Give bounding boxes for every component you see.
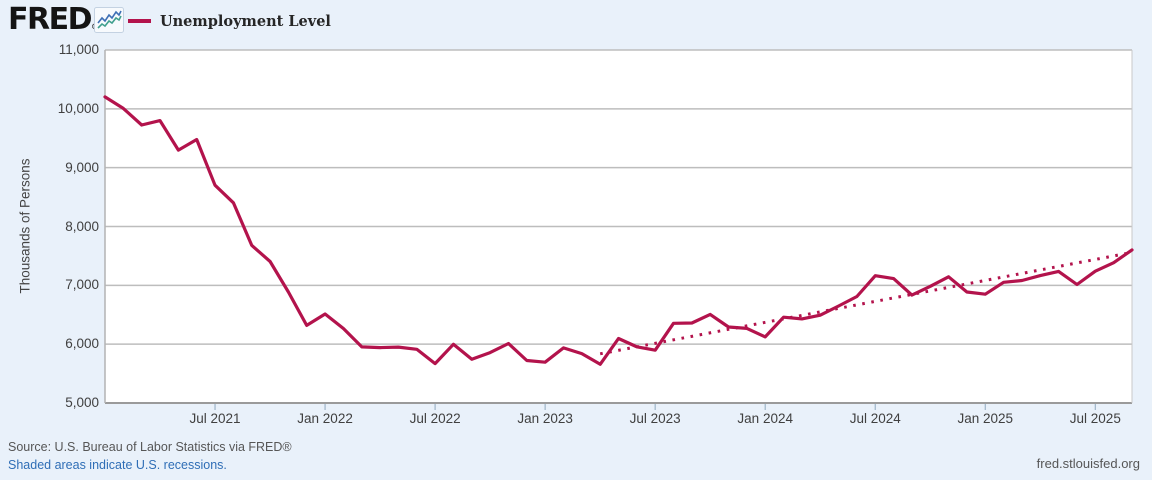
legend-label: Unemployment Level [160, 12, 331, 30]
legend: Unemployment Level [128, 12, 331, 30]
x-tick-label: Jan 2024 [737, 411, 793, 426]
trend-dotted-line [599, 250, 1133, 356]
x-tick-label: Jul 2025 [1069, 411, 1121, 426]
recessions-link[interactable]: Shaded areas indicate U.S. recessions. [8, 457, 227, 472]
site-link[interactable]: fred.stlouisfed.org [1036, 456, 1140, 471]
x-tick-label: Jan 2025 [957, 411, 1014, 426]
fred-logo-text: FRED [8, 2, 93, 37]
y-tick-label: 7,000 [65, 277, 99, 293]
y-tick-label: 6,000 [65, 336, 99, 352]
y-tick-label: 9,000 [65, 159, 99, 175]
x-tick-label: Jul 2021 [189, 411, 241, 426]
y-tick-label: 11,000 [58, 42, 99, 57]
x-tick-label: Jan 2023 [517, 411, 573, 426]
x-tick-label: Jul 2022 [409, 411, 461, 426]
fred-sparkline-icon [94, 7, 124, 33]
y-tick-label: 8,000 [65, 218, 99, 234]
x-tick-label: Jul 2023 [629, 411, 681, 426]
y-tick-label: 10,000 [57, 100, 99, 116]
x-tick-label: Jan 2022 [297, 411, 353, 426]
y-tick-label: 5,000 [65, 395, 99, 410]
source-text: Source: U.S. Bureau of Labor Statistics … [8, 440, 292, 454]
x-tick-label: Jul 2024 [849, 411, 901, 426]
unemployment-line [103, 95, 1134, 366]
legend-line-swatch [128, 19, 151, 23]
